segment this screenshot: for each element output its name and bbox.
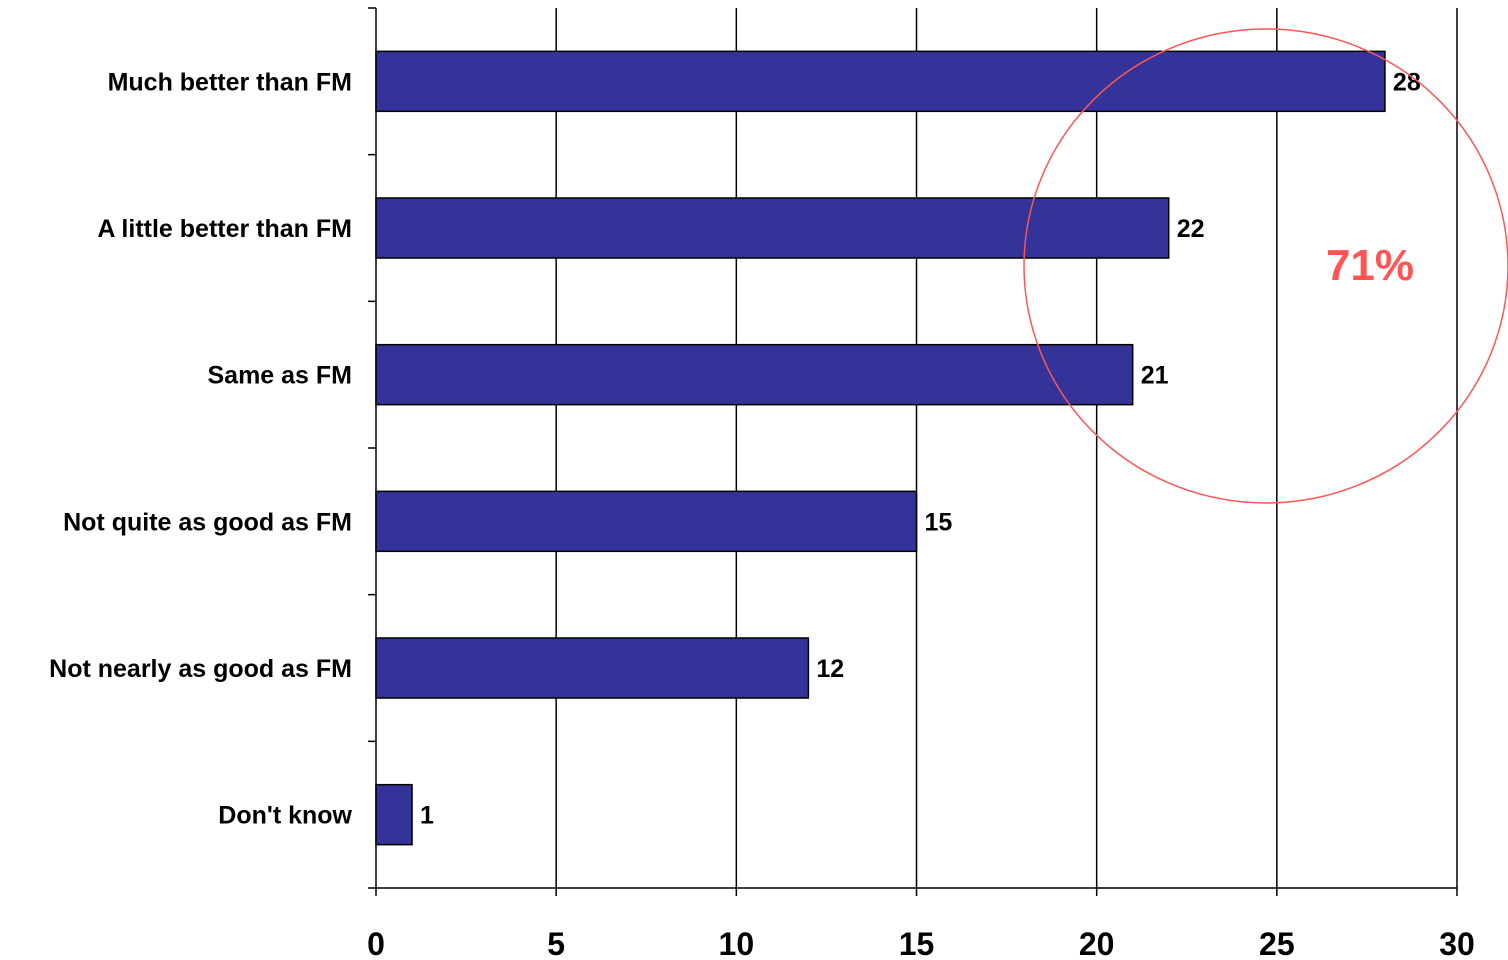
grid-lines: [555, 8, 1458, 888]
axes: [368, 7, 1458, 896]
x-tick-label: 5: [547, 926, 565, 960]
category-label: Much better than FM: [108, 68, 352, 96]
x-tick-label: 0: [367, 926, 385, 960]
data-label: 12: [816, 655, 844, 683]
category-label: Not nearly as good as FM: [49, 655, 352, 683]
x-tick-label: 10: [719, 926, 755, 960]
category-label: Same as FM: [207, 362, 352, 390]
bar: [375, 783, 413, 846]
bar: [375, 197, 1170, 259]
bars: [375, 50, 1386, 846]
bar: [375, 637, 810, 699]
x-tick-label: 15: [899, 926, 935, 960]
data-label: 21: [1141, 362, 1169, 390]
x-tick-label: 25: [1259, 926, 1295, 960]
annotation-text: 71%: [1326, 241, 1414, 290]
bar: [375, 490, 918, 553]
bar: [375, 50, 1386, 113]
x-tick-label: 20: [1079, 926, 1115, 960]
data-label: 22: [1177, 215, 1205, 243]
category-label: A little better than FM: [97, 215, 352, 243]
annotation-circle: [1023, 28, 1508, 504]
data-label: 15: [925, 508, 953, 536]
category-label: Not quite as good as FM: [63, 508, 352, 536]
x-tick-label: 30: [1439, 926, 1475, 960]
data-label: 1: [420, 802, 434, 830]
bar: [375, 343, 1134, 406]
annotation: 71%: [1023, 28, 1508, 504]
category-label: Don't know: [218, 802, 352, 830]
